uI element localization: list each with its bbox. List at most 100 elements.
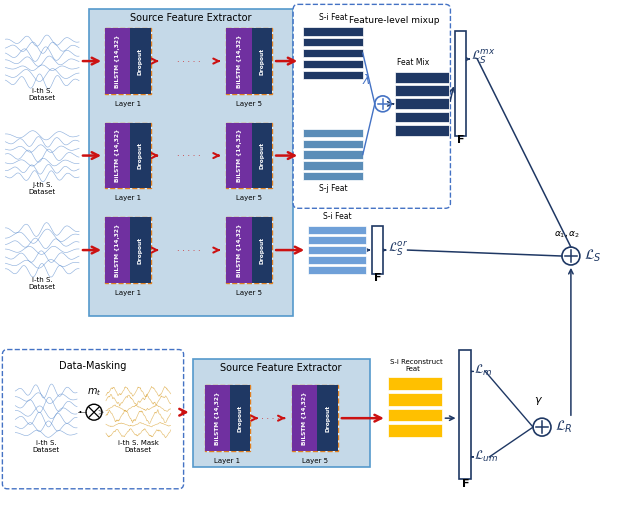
Bar <box>303 150 363 159</box>
Text: Layer 1: Layer 1 <box>115 195 141 201</box>
Text: $\alpha_1, \alpha_2$: $\alpha_1, \alpha_2$ <box>554 230 580 240</box>
Bar <box>303 27 363 36</box>
Text: F: F <box>374 273 381 283</box>
Bar <box>308 236 366 244</box>
Text: $\lambda$: $\lambda$ <box>362 73 371 87</box>
FancyBboxPatch shape <box>105 28 151 94</box>
Bar <box>388 377 442 390</box>
Text: Feat: Feat <box>406 366 420 373</box>
Text: Layer 5: Layer 5 <box>236 195 262 201</box>
Bar <box>252 217 272 283</box>
Text: $\mathcal{L}_{um}$: $\mathcal{L}_{um}$ <box>474 449 499 464</box>
Text: $\gamma$: $\gamma$ <box>534 395 543 407</box>
Bar <box>303 129 363 137</box>
Text: Layer 1: Layer 1 <box>214 458 241 464</box>
FancyBboxPatch shape <box>105 123 151 189</box>
Text: Feature-level mixup: Feature-level mixup <box>349 16 439 25</box>
Bar <box>388 409 442 421</box>
Text: Dropout: Dropout <box>259 236 264 264</box>
FancyBboxPatch shape <box>105 217 151 283</box>
Text: Dropout: Dropout <box>138 236 143 264</box>
Bar <box>205 385 230 451</box>
Text: F: F <box>457 135 465 145</box>
Text: Layer 1: Layer 1 <box>115 290 141 296</box>
Text: Layer 5: Layer 5 <box>236 290 262 296</box>
Bar <box>303 172 363 180</box>
Text: BiLSTM {14,32}: BiLSTM {14,32} <box>302 391 307 445</box>
Text: $m_t$: $m_t$ <box>87 386 101 398</box>
Bar <box>308 256 366 264</box>
Text: i-th S.
Dataset: i-th S. Dataset <box>29 277 56 290</box>
Text: Layer 5: Layer 5 <box>302 458 328 464</box>
Text: $\mathcal{L}_m$: $\mathcal{L}_m$ <box>474 363 493 378</box>
Bar <box>105 28 130 94</box>
Bar <box>130 217 151 283</box>
Text: BiLSTM {14,32}: BiLSTM {14,32} <box>115 129 120 182</box>
Text: Layer 5: Layer 5 <box>236 101 262 107</box>
FancyBboxPatch shape <box>3 350 184 489</box>
Text: Dropout: Dropout <box>325 405 330 432</box>
FancyBboxPatch shape <box>205 385 250 451</box>
Bar <box>303 71 363 79</box>
Text: S-i Feat: S-i Feat <box>323 212 351 221</box>
Bar <box>395 85 449 96</box>
Text: S-j Feat: S-j Feat <box>319 184 348 193</box>
Text: Dropout: Dropout <box>259 142 264 169</box>
FancyBboxPatch shape <box>292 385 338 451</box>
Text: $\mathcal{L}_S$: $\mathcal{L}_S$ <box>584 248 602 264</box>
Bar <box>303 139 363 148</box>
FancyBboxPatch shape <box>227 123 272 189</box>
Bar <box>227 28 252 94</box>
Text: $\mathcal{L}_R$: $\mathcal{L}_R$ <box>555 419 573 435</box>
Bar <box>105 123 130 189</box>
Text: i-th S.
Dataset: i-th S. Dataset <box>33 440 60 453</box>
Bar <box>308 246 366 254</box>
Bar <box>395 99 449 109</box>
Text: $\mathcal{L}_S^{mx}$: $\mathcal{L}_S^{mx}$ <box>471 48 496 66</box>
Text: F: F <box>461 479 469 489</box>
FancyBboxPatch shape <box>193 359 370 467</box>
Text: Dropout: Dropout <box>138 48 143 74</box>
Text: S-i Feat: S-i Feat <box>319 13 348 23</box>
Bar <box>227 123 252 189</box>
FancyBboxPatch shape <box>227 28 272 94</box>
Text: Source Feature Extractor: Source Feature Extractor <box>131 13 252 23</box>
Bar <box>456 31 467 136</box>
Bar <box>227 217 252 283</box>
Text: BiLSTM {14,32}: BiLSTM {14,32} <box>237 129 241 182</box>
Text: i-th S. Mask
Dataset: i-th S. Mask Dataset <box>118 440 159 453</box>
Bar <box>395 72 449 83</box>
Text: Dropout: Dropout <box>259 48 264 74</box>
Text: · · · · ·: · · · · · <box>177 152 200 161</box>
Bar <box>130 123 151 189</box>
Text: BiLSTM {14,32}: BiLSTM {14,32} <box>214 391 220 445</box>
FancyBboxPatch shape <box>293 4 451 208</box>
Text: BiLSTM {14,32}: BiLSTM {14,32} <box>237 35 241 88</box>
Text: · · · · ·: · · · · · <box>256 414 280 424</box>
Text: · · · · ·: · · · · · <box>177 247 200 256</box>
Text: BiLSTM {14,32}: BiLSTM {14,32} <box>237 223 241 277</box>
Bar <box>388 424 442 437</box>
Text: Layer 1: Layer 1 <box>115 101 141 107</box>
Text: j-th S.
Dataset: j-th S. Dataset <box>29 182 56 195</box>
Bar <box>105 217 130 283</box>
FancyBboxPatch shape <box>89 9 293 316</box>
Bar <box>252 28 272 94</box>
Text: · · · · ·: · · · · · <box>177 58 200 67</box>
Text: Data-Masking: Data-Masking <box>60 362 127 372</box>
FancyBboxPatch shape <box>227 217 272 283</box>
Bar <box>395 125 449 136</box>
Bar <box>303 161 363 170</box>
Text: Dropout: Dropout <box>138 142 143 169</box>
Bar <box>317 385 338 451</box>
Bar <box>308 266 366 274</box>
Bar <box>230 385 250 451</box>
Text: S-i Reconstruct: S-i Reconstruct <box>390 359 442 365</box>
Bar <box>303 38 363 47</box>
Bar <box>303 49 363 57</box>
Bar <box>388 393 442 406</box>
Bar <box>252 123 272 189</box>
Text: i-th S.
Dataset: i-th S. Dataset <box>29 88 56 101</box>
Bar <box>308 226 366 234</box>
Bar <box>372 226 383 274</box>
